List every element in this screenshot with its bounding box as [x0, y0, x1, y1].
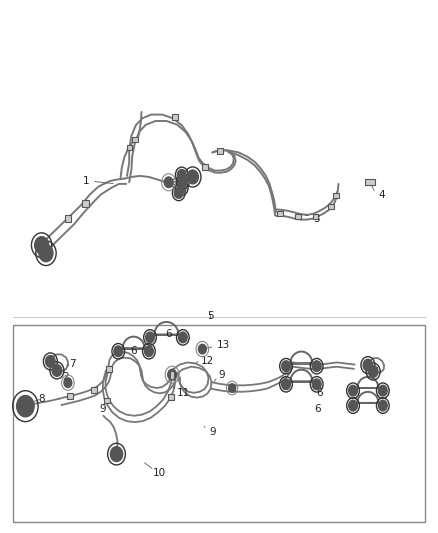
Bar [82, 200, 88, 207]
Circle shape [177, 182, 186, 193]
Circle shape [282, 379, 290, 390]
Circle shape [363, 359, 373, 371]
Circle shape [46, 356, 55, 367]
Bar [217, 148, 223, 154]
Circle shape [145, 332, 154, 343]
Text: 12: 12 [201, 357, 214, 366]
Text: 9: 9 [218, 370, 225, 379]
Text: 2: 2 [177, 185, 184, 195]
Circle shape [114, 346, 123, 357]
Bar [365, 179, 375, 185]
Text: 5: 5 [207, 311, 214, 320]
Bar [202, 164, 208, 169]
Bar [278, 211, 283, 216]
Circle shape [168, 369, 177, 380]
Bar [170, 371, 174, 378]
Bar [313, 214, 318, 219]
Text: 1: 1 [83, 176, 90, 186]
Text: 7: 7 [69, 359, 76, 368]
Text: 9: 9 [209, 427, 216, 437]
Circle shape [282, 361, 290, 372]
Text: 10: 10 [152, 469, 166, 478]
Circle shape [35, 237, 49, 254]
Bar [333, 193, 339, 198]
Circle shape [378, 385, 387, 396]
Text: 9: 9 [100, 405, 106, 414]
Circle shape [312, 361, 321, 372]
Circle shape [229, 384, 236, 392]
Bar [132, 137, 138, 142]
Text: 6: 6 [316, 389, 323, 398]
Circle shape [174, 188, 183, 198]
Text: 6: 6 [314, 404, 321, 414]
Text: 6: 6 [166, 329, 172, 339]
Circle shape [179, 332, 187, 343]
Text: 8: 8 [39, 394, 45, 403]
Circle shape [17, 395, 34, 417]
Text: 4: 4 [379, 190, 385, 199]
Circle shape [187, 170, 198, 184]
Bar [172, 114, 178, 120]
Circle shape [312, 379, 321, 390]
Circle shape [177, 169, 186, 180]
Circle shape [349, 385, 357, 396]
Circle shape [198, 344, 206, 354]
Text: 6: 6 [131, 346, 137, 356]
Text: 13: 13 [216, 340, 230, 350]
Text: 7: 7 [371, 367, 378, 377]
Bar [104, 398, 110, 403]
Circle shape [39, 245, 53, 262]
Bar [328, 204, 334, 209]
Bar [295, 214, 301, 219]
Bar [168, 394, 173, 400]
Circle shape [145, 346, 153, 357]
Text: 2: 2 [63, 373, 69, 382]
Circle shape [179, 176, 187, 187]
Circle shape [64, 378, 72, 387]
Text: 3: 3 [313, 214, 320, 223]
Circle shape [349, 400, 357, 411]
Circle shape [110, 447, 123, 462]
Bar [200, 346, 205, 352]
Circle shape [378, 400, 387, 411]
Bar [230, 385, 235, 391]
Circle shape [164, 177, 173, 188]
Bar [127, 145, 132, 150]
Circle shape [52, 365, 62, 376]
Circle shape [368, 366, 378, 377]
FancyBboxPatch shape [13, 325, 425, 522]
Bar [91, 387, 97, 393]
Bar [67, 393, 73, 399]
Bar [64, 215, 71, 222]
Bar [106, 366, 112, 372]
Text: 11: 11 [177, 389, 190, 398]
